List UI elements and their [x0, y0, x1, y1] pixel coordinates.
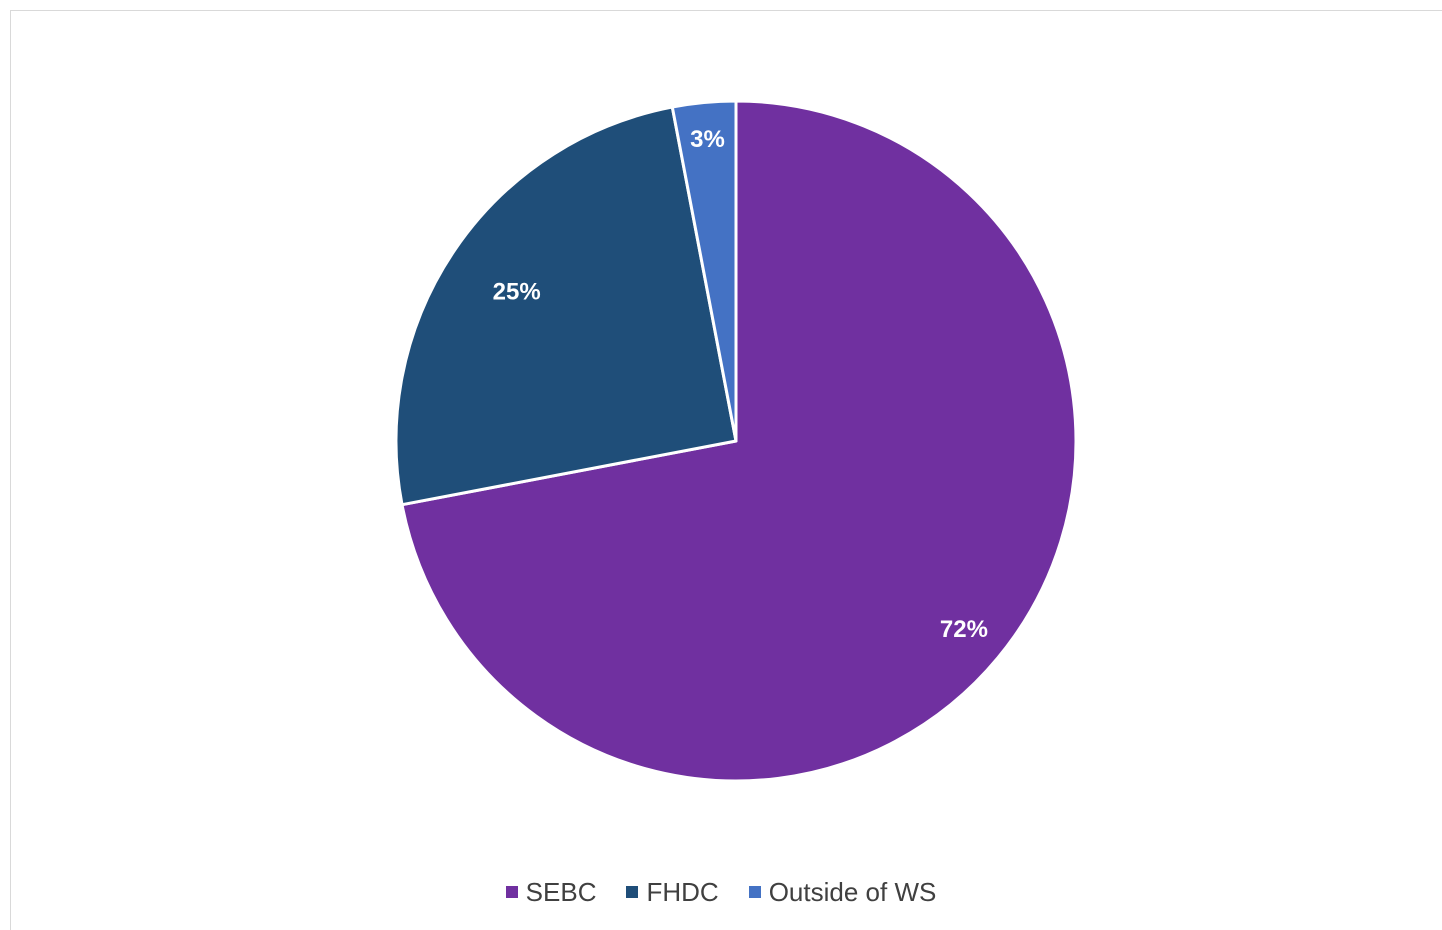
legend-label-fhdc: FHDC [646, 876, 719, 907]
legend-label-sebc: SEBC [525, 876, 597, 907]
data-label-sebc: 72% [940, 616, 988, 643]
legend-swatch-sebc [505, 886, 518, 898]
data-label-fhdc: 25% [493, 278, 541, 305]
legend-label-outside-of-ws: Outside of WS [768, 876, 937, 907]
legend-item-outside-of-ws: Outside of WS [748, 876, 937, 908]
legend-item-fhdc: FHDC [626, 876, 719, 908]
legend-swatch-fhdc [626, 886, 639, 898]
data-label-outside-of-ws: 3% [690, 126, 725, 153]
pie-slice-outside-of-ws [670, 99, 738, 443]
pie-slice-sebc [400, 99, 1078, 783]
legend: SEBC FHDC Outside of WS [0, 872, 1442, 912]
pie-slice-fhdc [394, 105, 738, 507]
legend-swatch-outside-of-ws [748, 886, 761, 898]
legend-item-sebc: SEBC [505, 876, 597, 908]
